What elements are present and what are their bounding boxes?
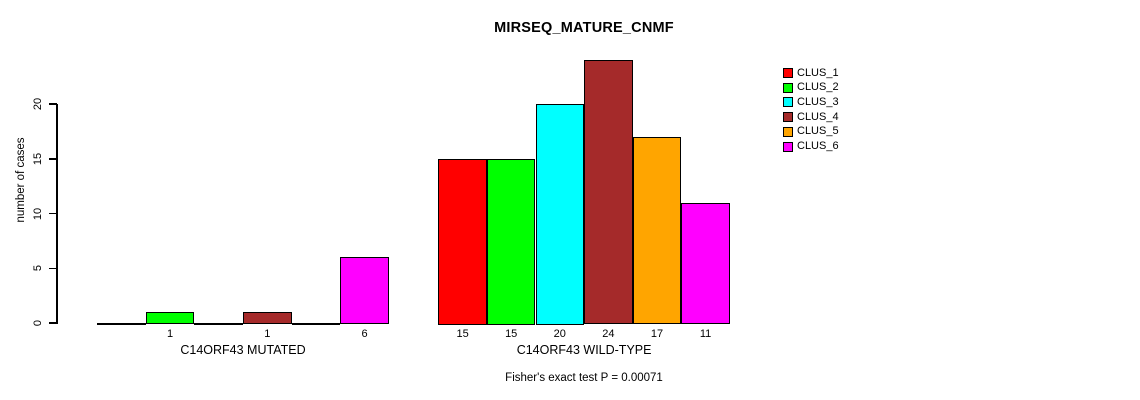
bar-clus_3-wild-type [535, 104, 585, 325]
bar-clus_2-wild-type [486, 158, 536, 325]
legend-item-clus_6: CLUS_6 [783, 140, 839, 154]
y-tick-mark [49, 158, 57, 160]
legend: CLUS_1 CLUS_2 CLUS_3 CLUS_4 CLUS_5 CLUS_6 [783, 66, 903, 158]
zero-bar-clus_5-mutated [291, 323, 341, 325]
y-tick-label: 0 [32, 319, 44, 327]
legend-item-clus_3: CLUS_3 [783, 95, 839, 109]
y-tick-mark [49, 103, 57, 105]
legend-item-clus_2: CLUS_2 [783, 81, 839, 95]
zero-bar-clus_1-mutated [97, 323, 146, 325]
bar-value-label: 6 [361, 328, 368, 340]
y-axis-label: number of cases [15, 137, 27, 223]
legend-swatch-icon [783, 97, 793, 108]
legend-item-clus_5: CLUS_5 [783, 125, 839, 139]
bar-clus_1-wild-type [438, 158, 487, 325]
bar-clus_4-mutated [243, 312, 292, 325]
legend-swatch-icon [783, 141, 793, 152]
legend-label: CLUS_6 [797, 140, 839, 152]
y-tick-label: 20 [32, 97, 44, 111]
bar-value-label: 11 [699, 328, 712, 340]
bar-value-label: 20 [553, 328, 566, 340]
legend-label: CLUS_1 [797, 66, 839, 79]
legend-swatch-icon [783, 112, 793, 123]
bar-value-label: 1 [264, 328, 271, 340]
bar-value-label: 15 [456, 328, 469, 340]
legend-item-clus_1: CLUS_1 [783, 66, 839, 80]
legend-swatch-icon [783, 126, 793, 137]
legend-item-clus_4: CLUS_4 [783, 110, 839, 124]
legend-swatch-icon [783, 82, 793, 93]
bar-value-label: 1 [167, 328, 174, 340]
bar-value-label: 15 [505, 328, 518, 340]
legend-label: CLUS_5 [797, 125, 839, 138]
y-tick-label: 10 [32, 207, 44, 220]
bar-value-label: 24 [602, 328, 615, 340]
bar-clus_6-wild-type [681, 202, 730, 325]
y-tick-mark [49, 322, 57, 324]
group-label-wild-type: C14ORF43 WILD-TYPE [516, 343, 652, 357]
legend-label: CLUS_3 [797, 95, 839, 108]
bar-clus_6-mutated [340, 257, 389, 325]
bar-clus_4-wild-type [584, 60, 633, 325]
legend-label: CLUS_4 [797, 110, 839, 123]
chart-title: MIRSEQ_MATURE_CNMF [494, 20, 674, 36]
bar-clus_5-wild-type [632, 136, 682, 325]
y-tick-mark [49, 212, 57, 215]
fisher-test-footnote: Fisher's exact test P = 0.00071 [505, 372, 663, 384]
group-label-mutated: C14ORF43 MUTATED [180, 343, 306, 357]
bar-clus_2-mutated [145, 312, 195, 325]
zero-bar-clus_3-mutated [194, 323, 243, 325]
legend-label: CLUS_2 [797, 81, 839, 94]
y-tick-label: 15 [32, 152, 44, 165]
legend-swatch-icon [783, 68, 793, 78]
y-tick-mark [49, 267, 57, 269]
y-tick-label: 5 [32, 265, 44, 272]
bar-value-label: 17 [650, 328, 664, 340]
